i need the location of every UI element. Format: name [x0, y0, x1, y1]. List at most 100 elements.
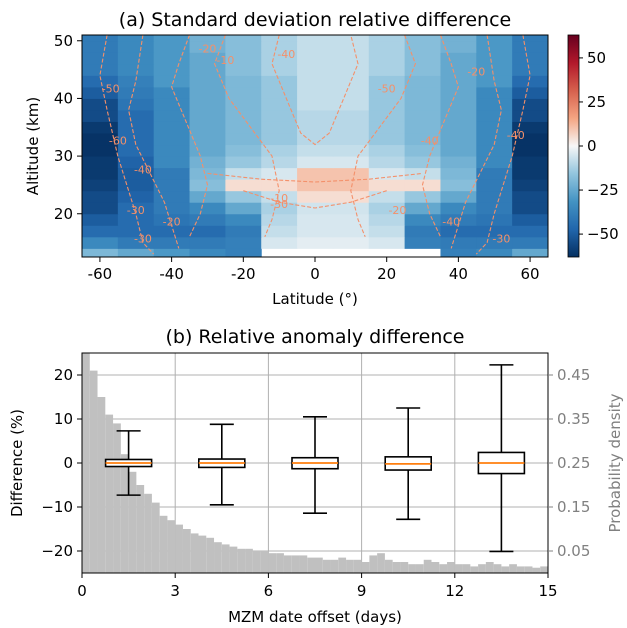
heatmap-cell — [261, 156, 298, 169]
heatmap-cell — [297, 63, 334, 76]
x-tick-label: -20 — [231, 265, 256, 283]
contour-line — [207, 172, 423, 183]
heatmap-cell — [332, 213, 370, 226]
heatmap-cell — [368, 179, 406, 192]
y-tick-label: 50 — [54, 32, 73, 50]
heatmap-cell — [82, 156, 119, 169]
heatmap-cell — [332, 63, 370, 76]
right-axis-label-b: Probability density — [606, 393, 624, 532]
heatmap-cell — [440, 225, 477, 238]
heatmap-cell — [440, 156, 477, 169]
heatmap-cell — [476, 167, 513, 180]
heatmap-cell — [153, 144, 191, 157]
heatmap-cell — [82, 52, 119, 65]
heatmap-cell — [225, 179, 262, 192]
heatmap-cell — [225, 190, 262, 203]
histogram-bar — [392, 562, 401, 573]
histogram-bar — [113, 423, 121, 573]
heatmap-cell — [189, 236, 226, 249]
heatmap-cell — [332, 202, 370, 215]
histogram-bar — [540, 566, 548, 573]
heatmap-cell — [512, 144, 549, 157]
histogram-bar — [493, 564, 502, 573]
histogram-bar — [408, 564, 416, 573]
histogram-bar — [136, 485, 145, 573]
heatmap-cell — [189, 75, 226, 88]
histogram-bar — [120, 454, 129, 573]
heatmap-cell — [440, 179, 477, 192]
x-tick-label: 0 — [77, 582, 87, 600]
heatmap-cell — [153, 213, 191, 226]
heatmap-cell — [512, 98, 549, 111]
contour-label: -60 — [109, 135, 127, 148]
right-axis-ticks-b: 0.05 0.15 0.25 0.35 0.45 — [548, 366, 590, 560]
heatmap-cell — [153, 225, 191, 238]
heatmap-cell — [82, 98, 119, 111]
histogram-bar — [369, 555, 378, 573]
heatmap-cell — [117, 52, 155, 65]
contour-line — [128, 34, 180, 249]
heatmap-cell — [153, 63, 191, 76]
colorbar — [567, 34, 580, 258]
heatmap-cell — [225, 167, 262, 180]
heatmap-cell — [404, 52, 441, 65]
heatmap-cell — [476, 121, 513, 134]
heatmap-cell — [153, 40, 191, 53]
histogram-bar — [260, 551, 269, 573]
heatmap-cell — [368, 63, 406, 76]
contour-line — [475, 34, 531, 255]
contour-line — [243, 190, 387, 209]
heatmap-cell — [404, 63, 441, 76]
heatmap-cell — [297, 98, 334, 111]
heatmap-cell — [261, 144, 298, 157]
contour-label: -40 — [442, 215, 460, 228]
histogram-bar — [423, 559, 432, 573]
boxplots — [104, 364, 526, 553]
heatmap-cell — [225, 40, 262, 53]
heatmap-cell — [117, 144, 155, 157]
heatmap-cell — [225, 156, 262, 169]
heatmap-cell — [368, 167, 406, 180]
y-tick-label: −10 — [41, 498, 73, 516]
heatmap-cell — [512, 225, 549, 238]
heatmap-cell — [261, 167, 298, 180]
heatmap-cell — [440, 213, 477, 226]
heatmap-cell — [297, 156, 334, 169]
heatmap-cell — [404, 225, 441, 238]
heatmap-cell — [153, 109, 191, 122]
heatmap-cell — [82, 75, 119, 88]
heatmap-cell — [404, 156, 441, 169]
heatmap-cell — [153, 35, 191, 42]
heatmap-cell — [440, 121, 477, 134]
heatmap-cell — [332, 144, 370, 157]
x-tick-label: -60 — [88, 265, 113, 283]
contour-lines — [99, 34, 531, 255]
contour-line — [450, 34, 502, 249]
heatmap-cell — [153, 121, 191, 134]
heatmap-cell — [404, 190, 441, 203]
right-tick-label: 0.05 — [557, 542, 590, 560]
heatmap-cell — [512, 40, 549, 53]
heatmap-cell — [189, 86, 226, 99]
colorbar-tick-label: 0 — [587, 137, 597, 155]
heatmap-cell — [476, 109, 513, 122]
histogram-bar — [221, 544, 230, 573]
heatmap-cell — [476, 98, 513, 111]
heatmap-cell — [153, 52, 191, 65]
histogram-bar — [447, 562, 455, 573]
right-tick-label: 0.25 — [557, 454, 590, 472]
y-axis-ticks-a: 20 30 40 50 — [54, 32, 82, 223]
heatmap-cell — [440, 167, 477, 180]
heatmap-cell — [225, 202, 262, 215]
heatmap-cell — [225, 121, 262, 134]
heatmap-cell — [404, 133, 441, 146]
x-tick-label: 60 — [521, 265, 540, 283]
y-tick-label: 20 — [54, 366, 73, 384]
heatmap-cell — [153, 133, 191, 146]
heatmap-cell — [117, 40, 155, 53]
heatmap-cell — [512, 179, 549, 192]
heatmap-cell — [225, 133, 262, 146]
heatmap-cell — [189, 190, 226, 203]
heatmap-cell — [368, 133, 406, 146]
histogram-bar — [400, 562, 409, 573]
